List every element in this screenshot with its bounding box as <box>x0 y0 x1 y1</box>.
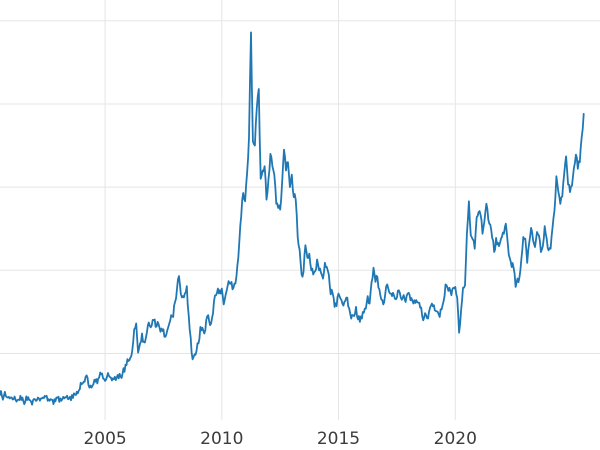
x-tick-label: 2010 <box>200 429 243 449</box>
x-tick-label: 2015 <box>317 429 360 449</box>
x-tick-label: 2020 <box>434 429 477 449</box>
price-line-series <box>0 31 585 406</box>
x-tick-label: 2005 <box>83 429 126 449</box>
